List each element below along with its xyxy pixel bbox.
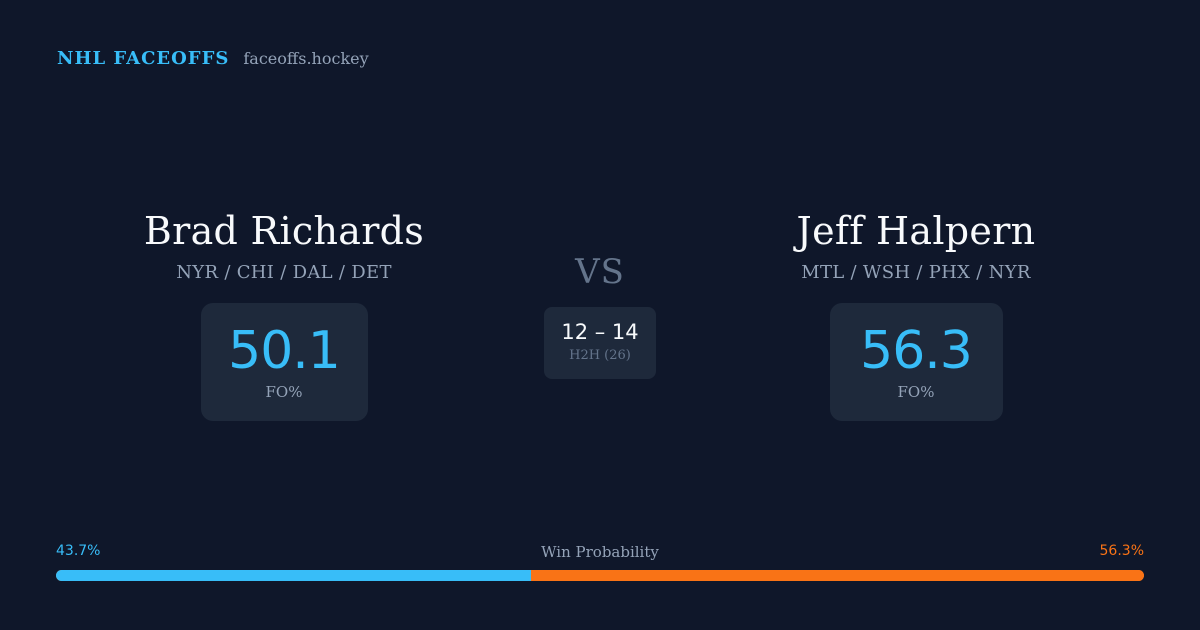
player-right-teams: MTL / WSH / PHX / NYR — [801, 262, 1031, 283]
player-right-fo-label: FO% — [897, 383, 935, 401]
player-left: Brad Richards NYR / CHI / DAL / DET 50.1… — [74, 208, 494, 421]
player-left-name: Brad Richards — [143, 209, 425, 253]
win-probability-labels: 43.7% Win Probability 56.3% — [56, 543, 1144, 563]
head-to-head-card: 12 – 14 H2H (26) — [544, 307, 656, 379]
h2h-label: H2H (26) — [569, 348, 631, 363]
player-left-fo-value: 50.1 — [228, 321, 341, 381]
site-name: faceoffs.hockey — [243, 49, 369, 68]
player-right-stat-card: 56.3 FO% — [829, 303, 1003, 421]
win-probability-left: 43.7% — [56, 543, 101, 559]
win-probability-fill-left — [56, 570, 532, 581]
versus-label: VS — [575, 252, 625, 292]
win-probability-right: 56.3% — [1099, 543, 1144, 559]
player-right: Jeff Halpern MTL / WSH / PHX / NYR 56.3 … — [706, 208, 1126, 421]
win-probability-title: Win Probability — [541, 543, 659, 561]
player-left-stat-card: 50.1 FO% — [200, 303, 368, 421]
win-probability-fill-right — [531, 570, 1144, 581]
player-left-fo-label: FO% — [265, 383, 303, 401]
h2h-score: 12 – 14 — [561, 320, 639, 344]
player-right-fo-value: 56.3 — [860, 321, 973, 381]
player-right-name: Jeff Halpern — [796, 209, 1036, 253]
brand-title: NHL FACEOFFS — [57, 48, 230, 69]
player-left-teams: NYR / CHI / DAL / DET — [176, 262, 392, 283]
header: NHL FACEOFFS faceoffs.hockey — [57, 48, 369, 69]
win-probability-bar — [56, 570, 1144, 581]
